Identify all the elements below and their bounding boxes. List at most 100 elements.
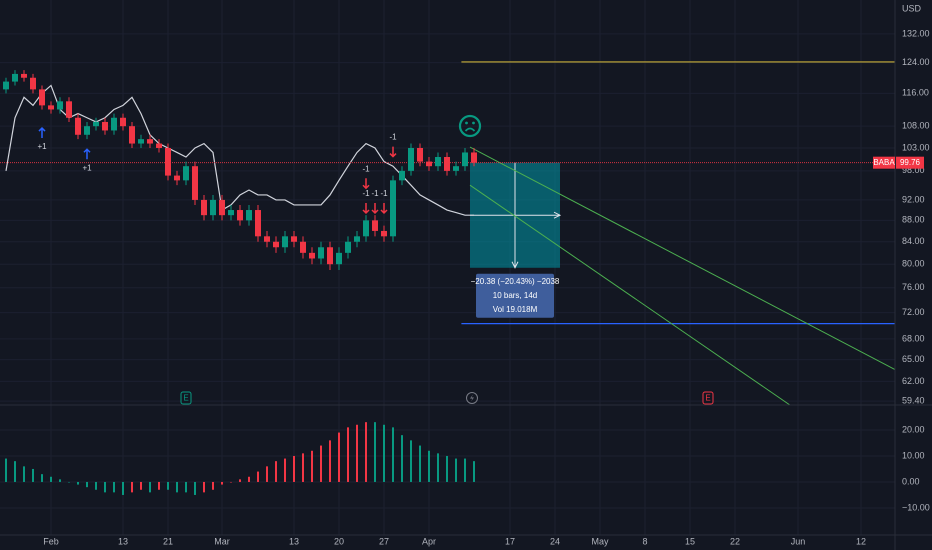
candle-body	[147, 139, 153, 144]
trend-line	[469, 184, 791, 405]
signal-arrow	[380, 202, 388, 215]
candle-body	[318, 247, 324, 259]
signal-label: +1	[82, 163, 92, 172]
candle-body	[336, 252, 342, 265]
y-tick-label: 88.00	[902, 215, 925, 225]
histogram-bar	[131, 481, 133, 493]
candle-body	[381, 230, 387, 237]
histogram-bar	[248, 476, 250, 482]
histogram-bar	[293, 455, 295, 482]
y-tick-label: 108.00	[902, 121, 930, 131]
histogram-bar	[122, 481, 124, 495]
histogram-bar	[356, 424, 358, 482]
histogram-bar	[374, 422, 376, 482]
x-tick-label: 21	[163, 536, 173, 546]
comparison-line	[5, 84, 474, 216]
x-tick-label: 8	[642, 536, 647, 546]
candle-body	[390, 180, 396, 237]
currency-label: USD	[902, 3, 922, 13]
histogram-bar	[176, 481, 178, 493]
candle-body	[453, 166, 459, 171]
position-label: −20.38 (−20.43%) −2038	[471, 277, 560, 286]
y-tick-label: −10.00	[902, 502, 930, 512]
candle-body	[444, 157, 450, 171]
y-tick-label: 59.40	[902, 395, 925, 405]
position-label-box	[476, 273, 554, 318]
candle-body	[84, 126, 90, 135]
candle-body	[201, 199, 207, 216]
histogram-bar	[113, 481, 115, 493]
x-tick-label: Feb	[43, 536, 59, 546]
histogram-bar	[230, 481, 232, 483]
histogram-bar	[59, 479, 61, 482]
overlay: E E BABA 99.76	[180, 156, 924, 405]
candle-body	[156, 143, 162, 148]
y-tick-label: 20.00	[902, 424, 925, 434]
x-tick-label: 13	[289, 536, 299, 546]
y-tick-label: 84.00	[902, 236, 925, 246]
candle-body	[210, 199, 216, 216]
candle-body	[93, 121, 99, 127]
position-arrow	[553, 211, 562, 219]
histogram-bar	[239, 479, 241, 482]
histogram-bar	[428, 450, 430, 482]
histogram-bar	[86, 481, 88, 488]
x-tick-label: 15	[685, 536, 695, 546]
event-label: E	[705, 394, 710, 403]
candle-body	[363, 220, 369, 237]
candle-body	[39, 89, 45, 106]
candle-body	[30, 77, 36, 90]
y-tick-label: 68.00	[902, 333, 925, 343]
y-tick-label: 10.00	[902, 450, 925, 460]
y-tick-label: 80.00	[902, 259, 925, 269]
y-tick-label: 65.00	[902, 354, 925, 364]
histogram-bar	[284, 458, 286, 482]
candle-body	[174, 175, 180, 181]
signal-arrow	[389, 146, 397, 158]
histogram-bar	[437, 453, 439, 482]
candle-body	[291, 236, 297, 242]
signal-label: -1	[362, 164, 370, 173]
position-label: Vol 19.018M	[493, 305, 538, 314]
signal-arrow	[83, 148, 91, 160]
x-tick-label: Apr	[422, 536, 436, 546]
candle-body	[48, 105, 54, 110]
histogram-bar	[392, 427, 394, 482]
candle-body	[435, 157, 441, 167]
price-tag	[896, 156, 924, 169]
symbol-tag-label: BABA	[873, 158, 895, 167]
position-label: 10 bars, 14d	[493, 291, 537, 300]
histogram-bar	[32, 468, 34, 482]
histogram-bar	[347, 427, 349, 482]
signal-arrow	[38, 126, 46, 139]
candle-body	[417, 147, 423, 162]
candle-body	[426, 161, 432, 167]
symbol-tag	[873, 156, 895, 169]
oscillator-pane	[5, 422, 475, 495]
y-tick-label: 72.00	[902, 307, 925, 317]
y-tick-label: 76.00	[902, 282, 925, 292]
histogram-bar	[383, 424, 385, 482]
histogram-bar	[212, 481, 214, 490]
y-tick-label: 116.00	[902, 88, 929, 98]
x-tick-label: Mar	[214, 536, 230, 546]
x-tick-label: 12	[856, 536, 866, 546]
x-tick-label: Jun	[791, 536, 806, 546]
sad-face-icon	[458, 114, 482, 138]
histogram-bar	[41, 474, 43, 482]
histogram-bar	[23, 466, 25, 482]
signal-label: -1	[380, 189, 388, 198]
histogram-bar	[104, 481, 106, 493]
histogram-bar	[140, 481, 142, 490]
candle-body	[57, 101, 63, 110]
histogram-bar	[185, 481, 187, 493]
histogram-bar	[257, 471, 259, 482]
price-tag-label: 99.76	[900, 158, 921, 167]
event-icon	[180, 391, 192, 405]
candle-body	[462, 152, 468, 167]
candle-body	[102, 121, 108, 131]
dividend-icon	[466, 392, 478, 404]
histogram-bar	[158, 481, 160, 490]
histogram-bar	[464, 458, 466, 482]
